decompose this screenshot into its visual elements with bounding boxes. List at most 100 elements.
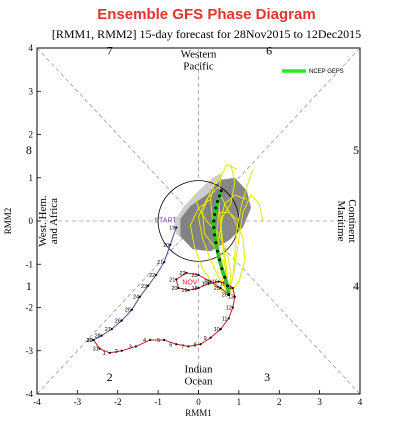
- day-label: 22: [179, 271, 185, 277]
- region-bottom-line2: Ocean: [184, 375, 213, 387]
- y-tick-label: 1: [29, 173, 34, 183]
- day-label: 20: [163, 243, 169, 249]
- day-label: 13: [228, 295, 234, 301]
- data-point: [187, 345, 190, 348]
- data-point: [209, 336, 212, 339]
- data-point: [226, 284, 230, 288]
- day-label: 22: [149, 273, 155, 279]
- data-point: [231, 286, 234, 290]
- x-tick-label: -4: [33, 397, 41, 407]
- day-label: 16: [212, 280, 218, 286]
- ensemble-member-line: [216, 211, 240, 295]
- data-point: [212, 219, 216, 223]
- phase-dividers: [36, 47, 361, 395]
- data-point: [175, 278, 178, 281]
- phase-number: 5: [353, 143, 359, 157]
- day-label: 17: [202, 282, 208, 288]
- data-point: [185, 271, 188, 274]
- region-right-line1: Maritime: [335, 201, 347, 242]
- data-point: [215, 249, 219, 253]
- day-label: 31: [93, 347, 99, 353]
- trajectory-line: [93, 272, 236, 354]
- x-tick-label: 3: [317, 397, 322, 407]
- x-tick-label: 2: [277, 397, 282, 407]
- y-tick-label: 4: [29, 43, 34, 53]
- y-tick-label: 2: [29, 130, 34, 140]
- ensemble-member-line: [220, 194, 246, 295]
- data-point: [219, 328, 222, 331]
- data-point: [175, 343, 178, 346]
- data-point: [98, 347, 101, 350]
- day-label: 30: [87, 338, 93, 344]
- x-tick-label: -1: [154, 397, 162, 407]
- region-top-line2: Pacific: [183, 61, 214, 73]
- y-tick-label: -3: [26, 346, 34, 356]
- y-tick-label: 3: [29, 86, 34, 96]
- day-label: 23: [192, 273, 198, 279]
- x-tick-label: -3: [74, 397, 82, 407]
- x-axis-label: RMM1: [185, 408, 212, 418]
- day-label: 20: [171, 286, 177, 292]
- day-label: 28: [95, 334, 101, 340]
- data-point: [92, 338, 95, 342]
- y-tick-label: -2: [26, 303, 34, 313]
- nov-label: NOV: [182, 279, 198, 286]
- data-point: [138, 295, 142, 298]
- data-point: [207, 282, 210, 285]
- data-point: [213, 233, 217, 237]
- start-label: START: [154, 217, 177, 224]
- data-point: [163, 338, 166, 342]
- day-label: 25: [125, 308, 131, 314]
- day-label: 15: [220, 282, 226, 288]
- day-label: 4: [143, 338, 146, 344]
- data-point: [219, 286, 222, 290]
- region-right-line2: Continent: [346, 199, 358, 242]
- phase-number: 3: [264, 370, 270, 384]
- data-point: [231, 306, 234, 309]
- x-tick-label: 4: [358, 397, 363, 407]
- data-point: [110, 328, 113, 331]
- data-point: [120, 319, 123, 322]
- ensemble-member-line: [197, 186, 230, 295]
- data-point: [215, 200, 219, 204]
- phase-number: 8: [26, 143, 32, 157]
- data-point: [148, 338, 152, 342]
- phase-number: 4: [353, 279, 359, 293]
- ensemble-spread: [174, 173, 251, 252]
- data-point: [209, 280, 212, 283]
- data-point: [108, 351, 111, 355]
- ensemble-member-line: [228, 194, 264, 295]
- phase-number: 7: [107, 43, 113, 57]
- day-label: 25: [214, 286, 220, 292]
- day-label: 21: [157, 260, 163, 266]
- day-label: 2: [115, 349, 118, 355]
- data-point: [212, 225, 216, 229]
- data-point: [214, 241, 218, 245]
- data-point: [214, 206, 218, 210]
- y-axis-label: RMM2: [3, 208, 13, 235]
- day-label: 23: [141, 284, 147, 290]
- legend-label: NCEP GEFS: [309, 69, 344, 75]
- data-point: [217, 194, 221, 198]
- data-point: [169, 243, 172, 246]
- data-point: [130, 308, 133, 311]
- data-point: [175, 226, 178, 229]
- data-point: [146, 284, 150, 287]
- day-label: 8: [194, 342, 197, 348]
- y-tick-label: -1: [26, 259, 34, 269]
- data-point: [227, 317, 230, 320]
- day-label: 18: [192, 286, 198, 292]
- region-left-line1: West. Hem.: [37, 195, 49, 247]
- y-tick-label: 0: [29, 216, 34, 226]
- chart-title: Ensemble GFS Phase Diagram: [97, 6, 316, 23]
- day-label: 3: [129, 344, 132, 350]
- data-point: [134, 345, 138, 348]
- region-left-line2: and Africa: [48, 198, 60, 244]
- diagonal-line: [36, 47, 361, 395]
- data-point: [217, 280, 220, 283]
